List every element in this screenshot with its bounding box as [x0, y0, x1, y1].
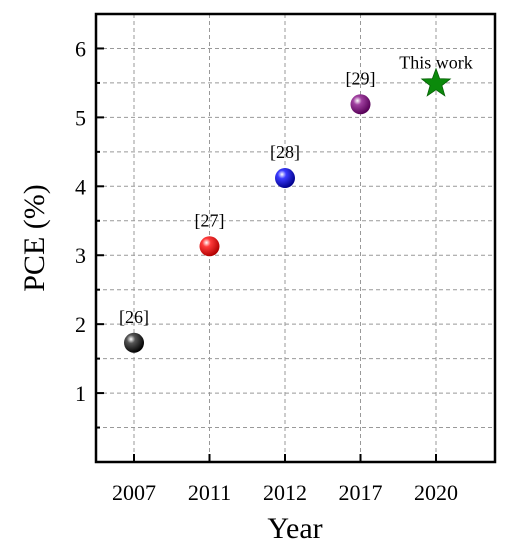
data-point-label: [26]	[119, 307, 149, 327]
y-tick-label: 3	[75, 243, 86, 268]
ticks: 1 2 3 4 5 6 2007 2011 2012 2017 2020	[75, 36, 458, 505]
data-point-star	[420, 67, 452, 97]
data-point-label: This work	[399, 53, 473, 73]
data-point	[350, 94, 371, 115]
data-point-label: [29]	[346, 68, 376, 88]
data-point	[124, 332, 144, 353]
y-axis-title: PCE (%)	[18, 184, 51, 292]
x-axis-title: Year	[267, 512, 322, 545]
data-points: [26] [27] [28] [29] This work	[119, 53, 473, 353]
y-tick-label: 1	[75, 381, 86, 406]
x-tick-label: 2020	[414, 480, 458, 505]
y-tick-label: 4	[75, 174, 86, 199]
x-tick-label: 2007	[112, 480, 156, 505]
data-point	[199, 236, 220, 257]
y-tick-label: 6	[75, 36, 86, 61]
data-point	[275, 168, 295, 189]
x-tick-label: 2011	[188, 480, 231, 505]
data-point-label: [28]	[270, 142, 300, 162]
data-point-label: [27]	[195, 210, 225, 230]
y-tick-label: 2	[75, 312, 86, 337]
x-tick-label: 2017	[339, 480, 383, 505]
x-tick-label: 2012	[263, 480, 307, 505]
plot-frame	[94, 12, 497, 464]
y-tick-label: 5	[75, 105, 86, 130]
